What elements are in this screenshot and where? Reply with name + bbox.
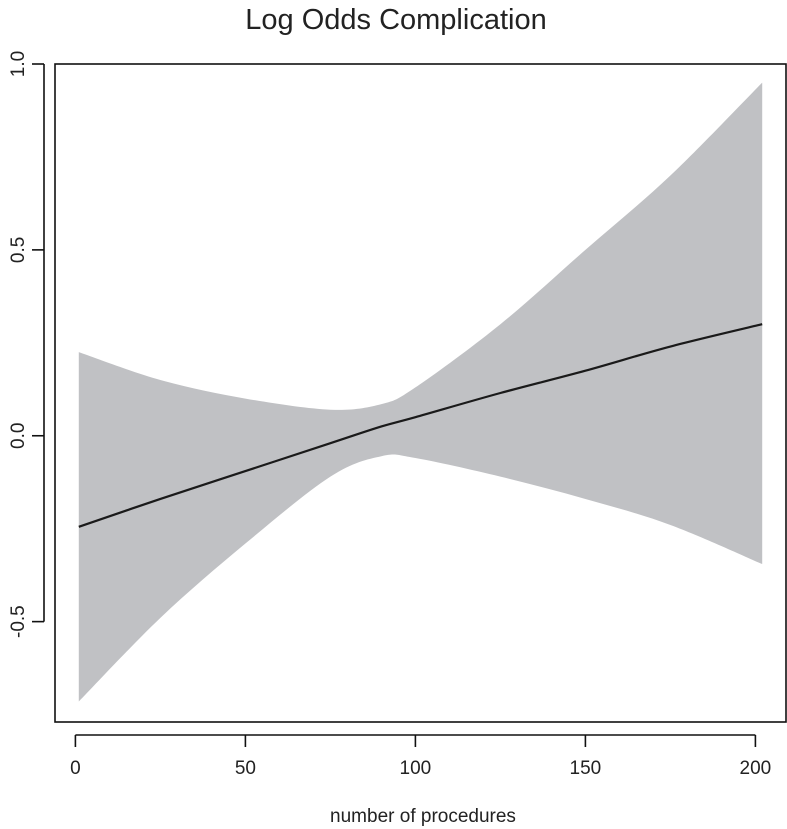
x-tick-label: 150 <box>570 758 602 779</box>
fit-line <box>78 323 763 528</box>
x-tick-label: 200 <box>740 758 772 779</box>
x-tick-label: 0 <box>70 758 81 779</box>
chart-title: Log Odds Complication <box>245 4 546 36</box>
x-tick-label: 50 <box>235 758 256 779</box>
y-tick-label: 0.0 <box>8 423 29 449</box>
confidence-band <box>78 82 763 702</box>
x-tick-label: 100 <box>400 758 432 779</box>
x-axis-title: number of procedures <box>330 806 516 827</box>
plot-layer <box>78 82 763 702</box>
y-tick-label: -0.5 <box>8 605 29 638</box>
x-axis: 0 50 100 150 200 <box>70 734 772 779</box>
y-tick-label: 1.0 <box>8 51 29 77</box>
y-tick-label: 0.5 <box>8 237 29 263</box>
y-axis: -0.5 0.0 0.5 1.0 <box>8 51 45 638</box>
plot-frame <box>54 63 787 723</box>
